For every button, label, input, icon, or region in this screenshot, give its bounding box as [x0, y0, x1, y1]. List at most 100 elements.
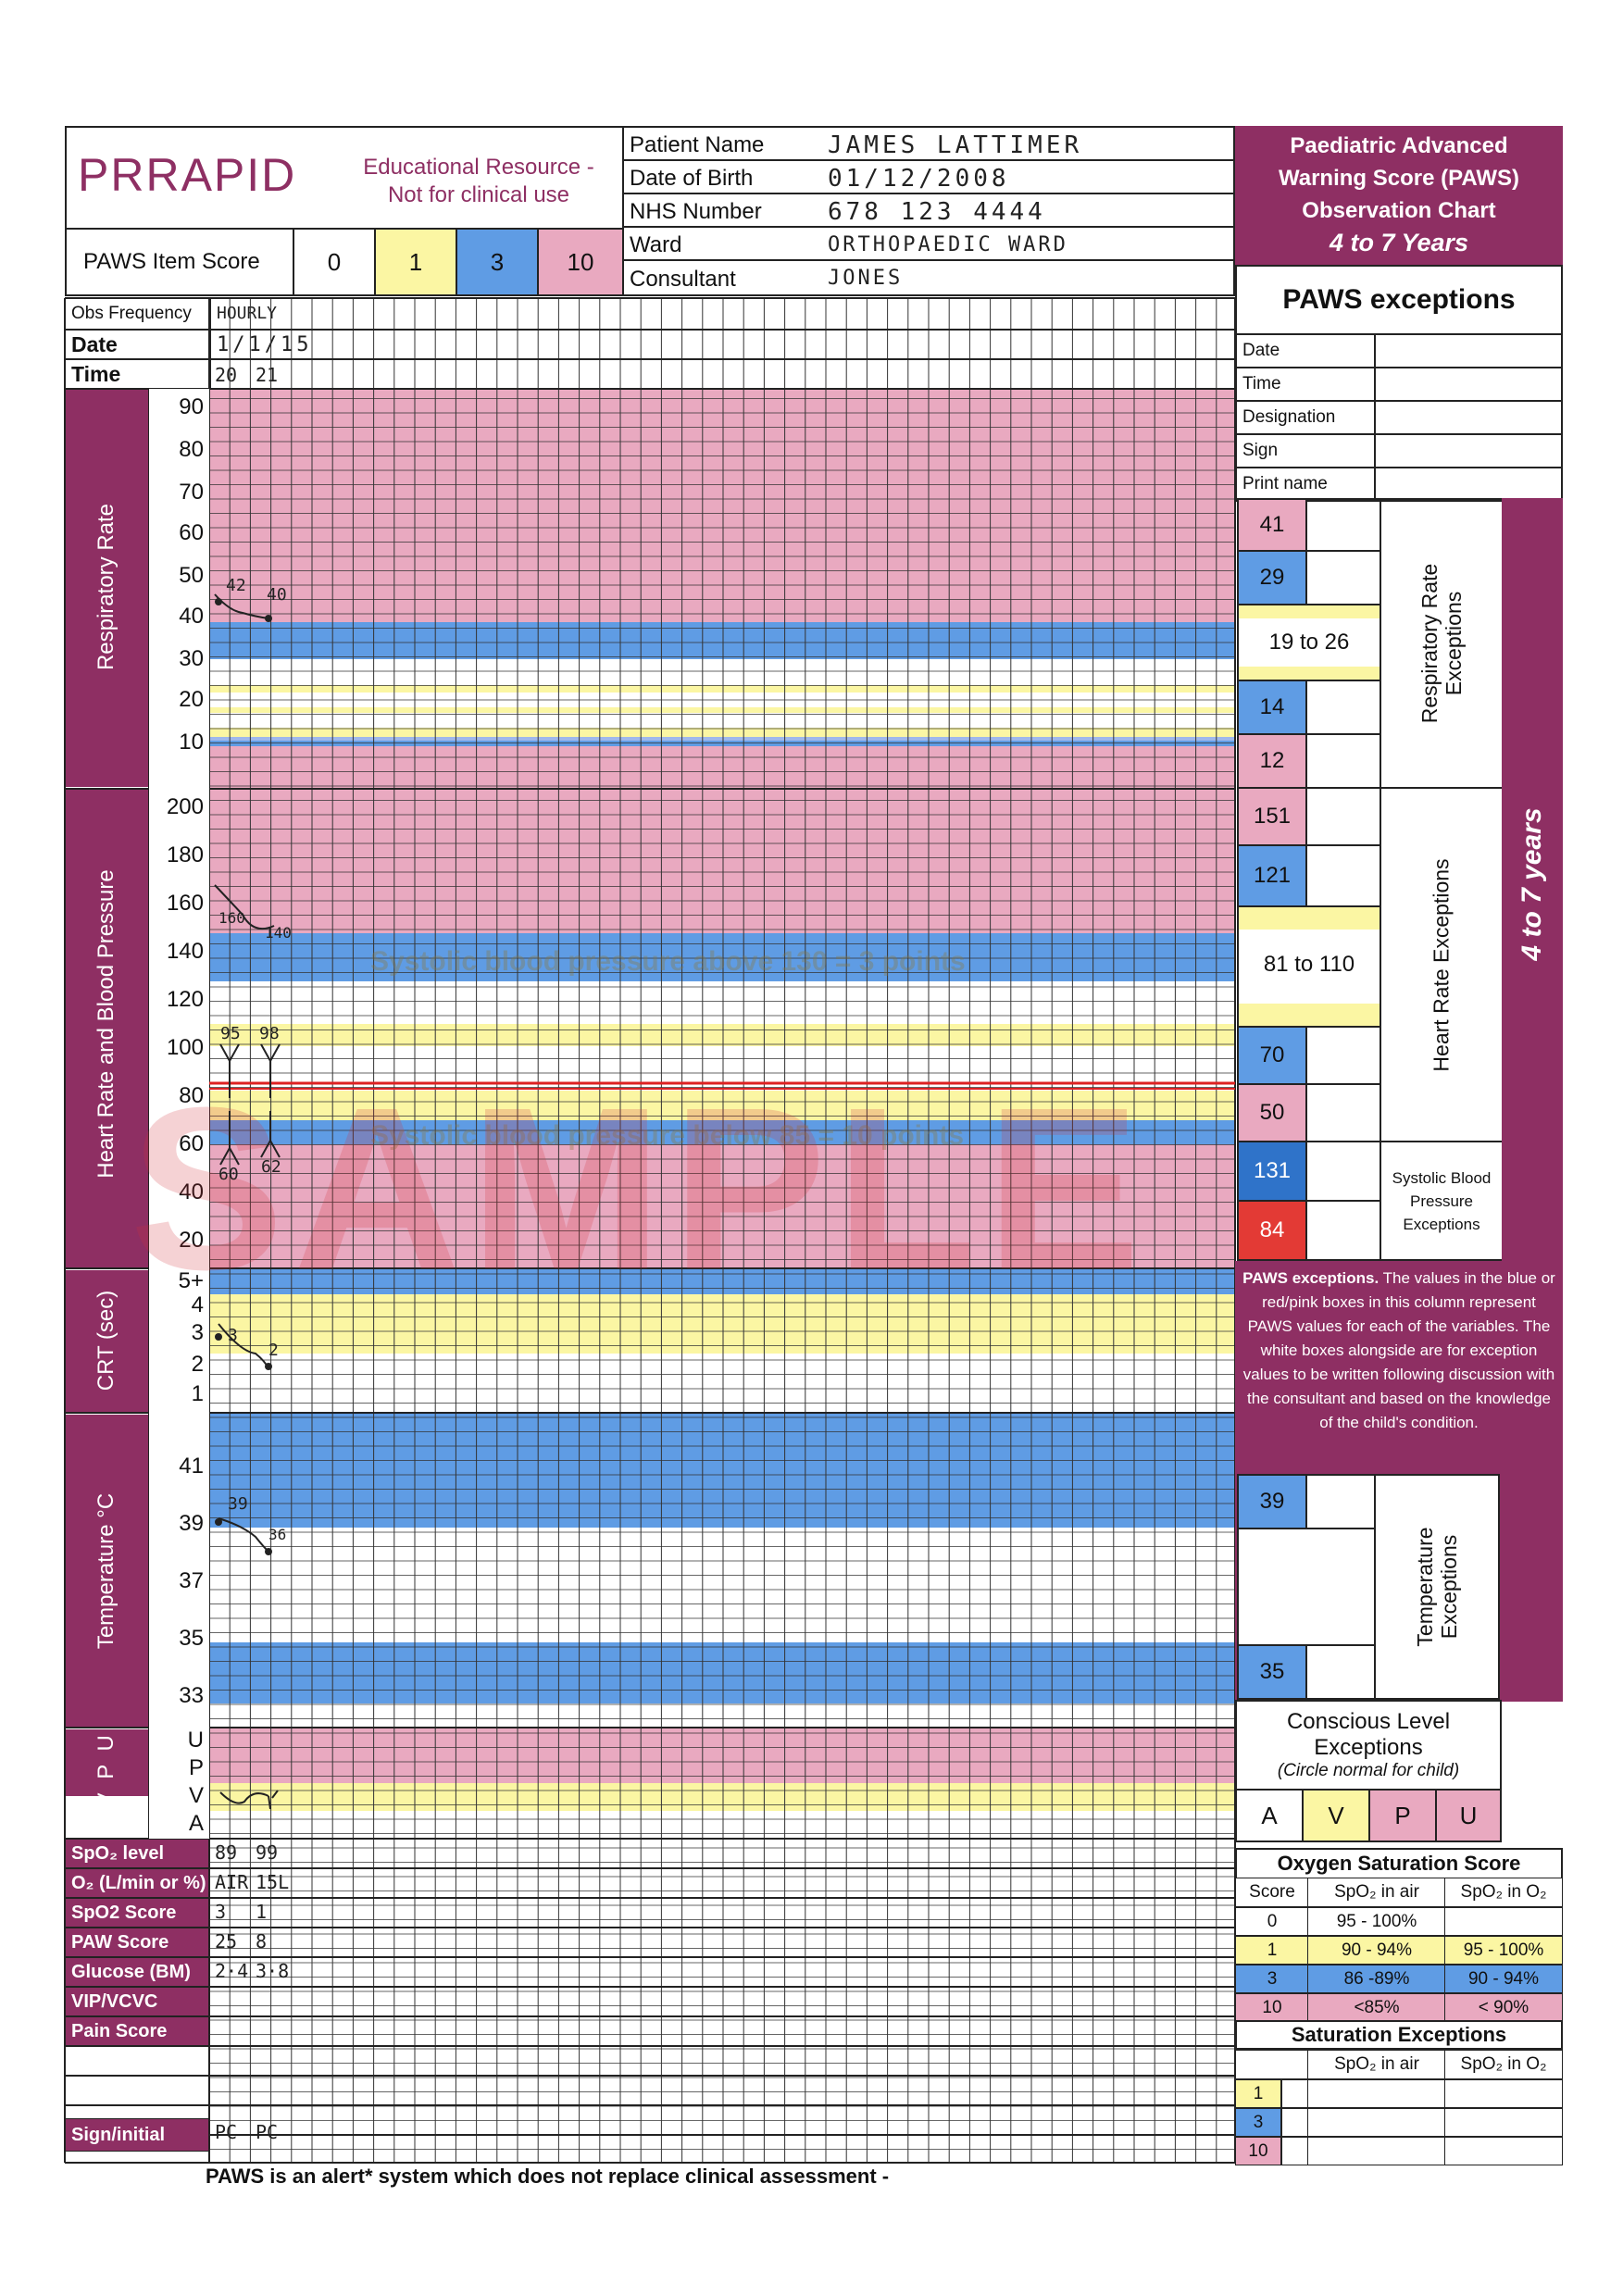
- bp-exc-84: 84: [1237, 1200, 1307, 1261]
- temp-exc-35-input[interactable]: [1305, 1644, 1376, 1700]
- hr-reading[interactable]: 160: [218, 909, 245, 927]
- score-band: [209, 1839, 1235, 2163]
- avpu-choice-v[interactable]: V: [1302, 1789, 1370, 1842]
- hr-exc-70: 70: [1237, 1026, 1307, 1085]
- bottom-row-value[interactable]: 1: [256, 1901, 268, 1923]
- bottom-row-value[interactable]: AIR: [215, 1871, 249, 1893]
- sat-exc-score: 1: [1235, 2079, 1281, 2108]
- oxygen-header: SpO₂ in air: [1307, 1878, 1446, 1907]
- obs-frequency-value[interactable]: HOURLY: [217, 304, 278, 323]
- bp-exc-131-input[interactable]: [1305, 1141, 1381, 1202]
- resp-exc-label: Respiratory Rate Exceptions: [1417, 563, 1466, 724]
- score-band: [209, 1811, 1235, 1839]
- bottom-row-value[interactable]: PC: [256, 2121, 279, 2143]
- oxygen-cell: 90 - 94%: [1444, 1965, 1563, 1993]
- temp-reading[interactable]: 39: [228, 1494, 248, 1514]
- resp-exc-12-input[interactable]: [1305, 733, 1381, 789]
- sat-exc-input[interactable]: [1307, 2079, 1446, 2108]
- bottom-row-value[interactable]: 99: [256, 1841, 279, 1864]
- bottom-row-value[interactable]: PC: [215, 2121, 238, 2143]
- conscious-line1: Conscious Level: [1286, 1709, 1451, 1734]
- oxygen-cell: 3: [1235, 1965, 1309, 1993]
- yellow-band: [1239, 667, 1380, 680]
- time-value[interactable]: 21: [256, 364, 279, 386]
- bottom-row-value[interactable]: 2·4: [215, 1960, 249, 1982]
- exceptions-meta-input[interactable]: [1374, 467, 1563, 502]
- bottom-row-value[interactable]: 3: [215, 1901, 227, 1923]
- chart-title-line3: Observation Chart: [1302, 198, 1496, 223]
- bp-diastolic[interactable]: 62: [261, 1157, 281, 1177]
- bottom-row-label: SpO₂ level: [65, 1839, 209, 1868]
- date-value[interactable]: 1/1/15: [217, 333, 313, 356]
- hr-exc-151-input[interactable]: [1305, 787, 1381, 846]
- hr-exc-label: Heart Rate Exceptions: [1429, 857, 1454, 1072]
- resp-exc-29-input[interactable]: [1305, 550, 1381, 605]
- bottom-row-value[interactable]: 89: [215, 1841, 238, 1864]
- resp-exc-29: 29: [1237, 550, 1307, 605]
- hr-exc-normal: 81 to 110: [1237, 905, 1381, 1028]
- avpu-choice-p[interactable]: P: [1368, 1789, 1437, 1842]
- resp-reading[interactable]: 42: [226, 576, 246, 595]
- crt-tick-label: 1: [191, 1381, 204, 1406]
- patient-field-value[interactable]: JONES: [828, 267, 904, 290]
- sat-exc-input[interactable]: [1444, 2079, 1563, 2108]
- oxygen-header: SpO₂ in O₂: [1444, 1878, 1563, 1907]
- hr-reading[interactable]: 140: [265, 924, 292, 942]
- sat-exc-input[interactable]: [1444, 2108, 1563, 2137]
- patient-field-value[interactable]: 01/12/2008: [828, 165, 1010, 193]
- score-band: [209, 1354, 1235, 1413]
- bp-diastolic[interactable]: 60: [218, 1165, 239, 1184]
- hr-exc-50-input[interactable]: [1305, 1083, 1381, 1142]
- exceptions-meta-input[interactable]: [1374, 333, 1563, 368]
- crt-reading[interactable]: 2: [268, 1341, 279, 1360]
- resp-reading[interactable]: 40: [267, 585, 287, 605]
- sat-exc-score: 10: [1235, 2137, 1281, 2165]
- exceptions-meta-input[interactable]: [1374, 367, 1563, 402]
- temp-tick-label: 41: [179, 1454, 204, 1479]
- hr-exc-50: 50: [1237, 1083, 1307, 1142]
- sat-exc-input[interactable]: [1307, 2108, 1446, 2137]
- hr-exc-121-input[interactable]: [1305, 844, 1381, 907]
- hr-exc-70-input[interactable]: [1305, 1026, 1381, 1085]
- patient-field-row: Consultant JONES: [622, 259, 1235, 296]
- temp-exc-39-input[interactable]: [1305, 1474, 1376, 1529]
- time-value[interactable]: 20: [215, 364, 238, 386]
- temp-reading[interactable]: 36: [268, 1526, 287, 1543]
- bottom-row-value[interactable]: 8: [256, 1930, 268, 1953]
- bp-systolic[interactable]: 98: [259, 1024, 280, 1043]
- exceptions-meta-input[interactable]: [1374, 433, 1563, 468]
- oxygen-cell: 10: [1235, 1993, 1309, 2022]
- score-band: [209, 1294, 1235, 1322]
- hr-tick-label: 180: [166, 842, 204, 867]
- exceptions-meta-input[interactable]: [1374, 400, 1563, 435]
- score-band: [209, 1528, 1235, 1642]
- bottom-row-value[interactable]: 25: [215, 1930, 238, 1953]
- resp-tick-label: 20: [179, 687, 204, 712]
- score-band: [209, 981, 1235, 1024]
- patient-field-label: Date of Birth: [630, 166, 754, 191]
- score-band: [209, 1413, 1235, 1472]
- resp-exc-normal-text: 19 to 26: [1268, 630, 1350, 655]
- patient-field-value[interactable]: ORTHOPAEDIC WARD: [828, 233, 1068, 256]
- chart-title-line1: Paediatric Advanced: [1290, 133, 1508, 158]
- avpu-tick-label: A: [188, 1811, 204, 1836]
- avpu-choice-a[interactable]: A: [1235, 1789, 1304, 1842]
- score-band: [209, 622, 1235, 659]
- patient-field-value[interactable]: JAMES LATTIMER: [828, 131, 1083, 159]
- patient-field-value[interactable]: 678 123 4444: [828, 198, 1046, 226]
- resp-exc-14-input[interactable]: [1305, 680, 1381, 735]
- sat-exc-input[interactable]: [1307, 2137, 1446, 2165]
- bp-exc-label-line3: Exceptions: [1403, 1215, 1480, 1233]
- resp-exc-41-input[interactable]: [1305, 498, 1381, 552]
- temp-exc-label: Temperature Exceptions: [1413, 1527, 1461, 1647]
- avpu-choice-u[interactable]: U: [1435, 1789, 1502, 1842]
- bp-systolic[interactable]: 95: [220, 1024, 241, 1043]
- bp-exc-84-input[interactable]: [1305, 1200, 1381, 1261]
- bottom-row-value[interactable]: 3·8: [256, 1960, 290, 1982]
- score-band: [209, 389, 1235, 622]
- crt-reading[interactable]: 3: [228, 1326, 238, 1345]
- sat-exc-input[interactable]: [1444, 2137, 1563, 2165]
- oxygen-cell: 95 - 100%: [1307, 1907, 1446, 1936]
- score-band: [209, 737, 1235, 741]
- bottom-row-value[interactable]: 15L: [256, 1871, 290, 1893]
